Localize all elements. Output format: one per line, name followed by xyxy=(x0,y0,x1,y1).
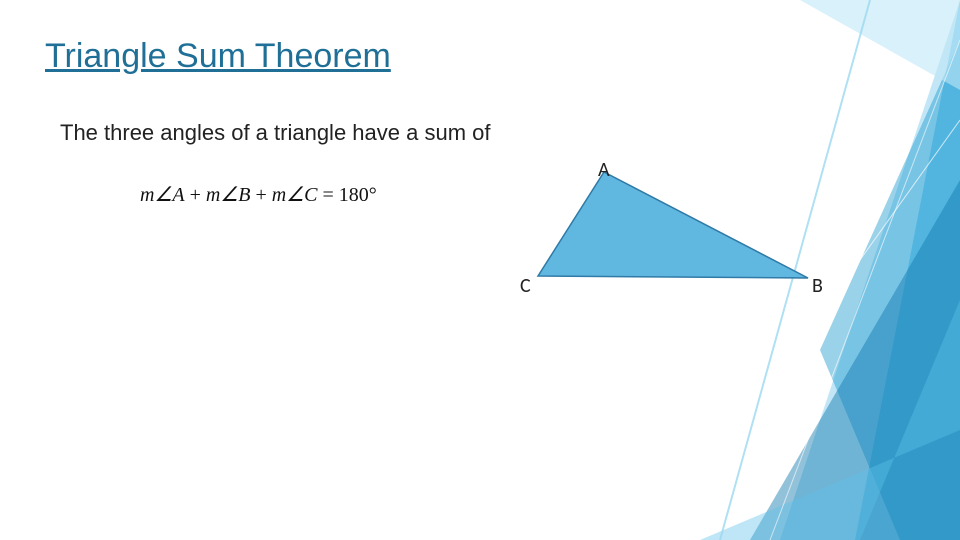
rhs: 180° xyxy=(339,184,377,206)
slide-title: Triangle Sum Theorem xyxy=(45,38,391,75)
vertex-label-b: B xyxy=(812,274,823,298)
plus-2: + xyxy=(250,184,271,206)
theorem-statement: The three angles of a triangle have a su… xyxy=(60,120,490,146)
slide: Triangle Sum Theorem The three angles of… xyxy=(0,0,960,540)
vertex-label-c: C xyxy=(520,274,531,298)
term-a: m∠A xyxy=(140,184,185,206)
equals: = xyxy=(317,184,338,206)
formula: m∠A + m∠B + m∠C = 180° xyxy=(140,182,377,207)
plus-1: + xyxy=(185,184,206,206)
triangle-diagram xyxy=(530,158,870,348)
triangle-shape xyxy=(530,158,830,298)
term-b: m∠B xyxy=(206,184,251,206)
term-c: m∠C xyxy=(272,184,318,206)
vertex-label-a: A xyxy=(598,158,610,182)
